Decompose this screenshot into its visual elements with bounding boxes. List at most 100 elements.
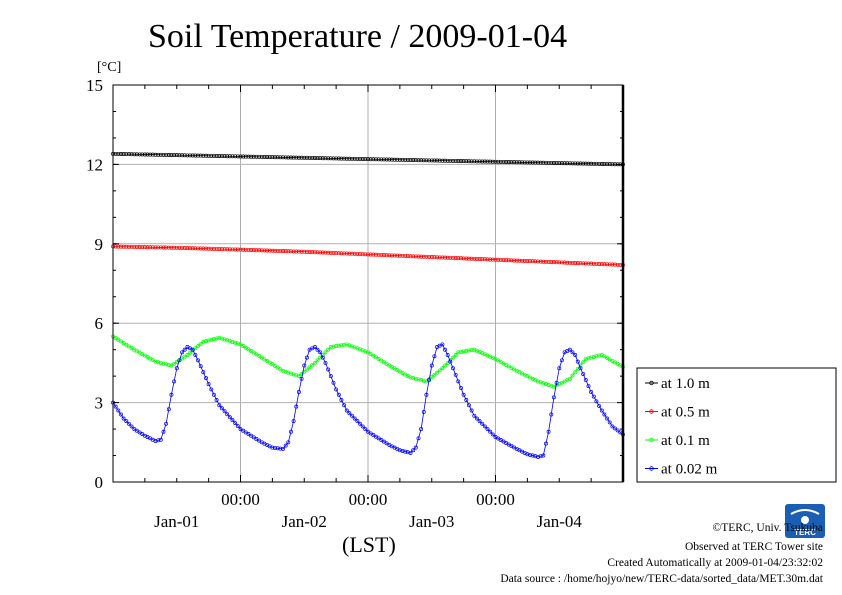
data-point (597, 161, 602, 166)
data-point (448, 359, 453, 364)
data-point (549, 260, 554, 264)
data-point (204, 246, 208, 251)
data-point (233, 340, 238, 345)
data-point (283, 249, 288, 254)
data-point (528, 452, 532, 457)
data-point (607, 420, 612, 425)
data-point (209, 153, 214, 158)
data-point (358, 252, 362, 257)
data-point (219, 247, 224, 252)
data-point (134, 244, 139, 249)
data-point (583, 378, 588, 383)
data-point (350, 156, 355, 161)
data-point (227, 415, 232, 420)
x-date-label: Jan-03 (409, 512, 454, 531)
data-point (459, 256, 463, 261)
data-point (331, 380, 336, 385)
data-point (169, 245, 174, 250)
data-point (411, 448, 416, 453)
data-point (461, 159, 466, 164)
data-point (259, 248, 264, 253)
data-point (233, 421, 238, 426)
data-point (352, 156, 357, 161)
data-point (326, 347, 331, 352)
data-point (241, 428, 246, 433)
data-point (379, 252, 384, 257)
data-point (589, 261, 594, 266)
data-point (310, 363, 315, 368)
data-point (424, 392, 429, 397)
data-point (389, 157, 394, 162)
data-point (217, 335, 222, 340)
data-point (246, 154, 251, 159)
data-point (586, 261, 591, 266)
data-point (573, 370, 578, 375)
data-point (490, 432, 495, 437)
data-point (493, 257, 498, 262)
data-point (366, 157, 370, 162)
data-point (113, 404, 118, 409)
data-point (140, 152, 145, 157)
data-point (222, 337, 227, 342)
data-point (488, 257, 493, 262)
series-at-0-5-m (111, 244, 625, 267)
data-point (498, 257, 503, 262)
data-point (610, 424, 615, 429)
data-point (350, 413, 355, 418)
legend-marker (649, 380, 654, 386)
data-point (448, 255, 453, 260)
data-point (371, 353, 376, 358)
x-time-tick-label: 00:00 (476, 490, 515, 509)
data-point (575, 261, 580, 266)
data-point (254, 248, 259, 253)
data-point (554, 260, 559, 265)
data-point (565, 161, 570, 166)
data-point (469, 159, 474, 164)
data-point (315, 250, 320, 255)
data-point (597, 262, 602, 266)
data-point (206, 338, 211, 343)
legend-item: at 0.1 m (645, 433, 710, 449)
data-point (421, 409, 426, 414)
data-point (464, 398, 469, 402)
data-point (193, 353, 198, 357)
data-point (554, 161, 559, 165)
data-point (286, 249, 291, 254)
data-point (148, 152, 153, 157)
data-point (235, 247, 240, 252)
data-point (525, 452, 530, 457)
data-point (379, 157, 384, 162)
data-point (172, 245, 177, 250)
data-point (334, 344, 339, 349)
data-point (366, 429, 370, 434)
data-point (443, 363, 447, 368)
data-point (201, 339, 206, 344)
data-point (570, 161, 575, 166)
data-point (381, 360, 386, 365)
data-point (289, 155, 293, 160)
data-point (514, 160, 519, 165)
data-point (506, 160, 511, 164)
data-point (193, 153, 198, 158)
data-point (366, 252, 370, 257)
data-point (522, 160, 527, 165)
legend-label: at 0.1 m (661, 433, 710, 449)
data-point (371, 252, 376, 257)
data-point (233, 154, 238, 159)
data-point (525, 160, 530, 165)
data-point (432, 158, 437, 163)
data-point (334, 387, 339, 392)
data-point (318, 355, 323, 360)
data-point (610, 162, 615, 167)
series-layer (111, 151, 625, 459)
data-point (387, 157, 392, 162)
data-point (344, 156, 349, 161)
data-point (376, 436, 381, 441)
data-point (196, 344, 200, 349)
legend-marker (649, 409, 654, 414)
data-point (177, 153, 182, 158)
legend-item: at 0.02 m (645, 462, 718, 478)
data-point (132, 244, 137, 249)
data-point (381, 157, 386, 162)
data-point (265, 358, 270, 363)
